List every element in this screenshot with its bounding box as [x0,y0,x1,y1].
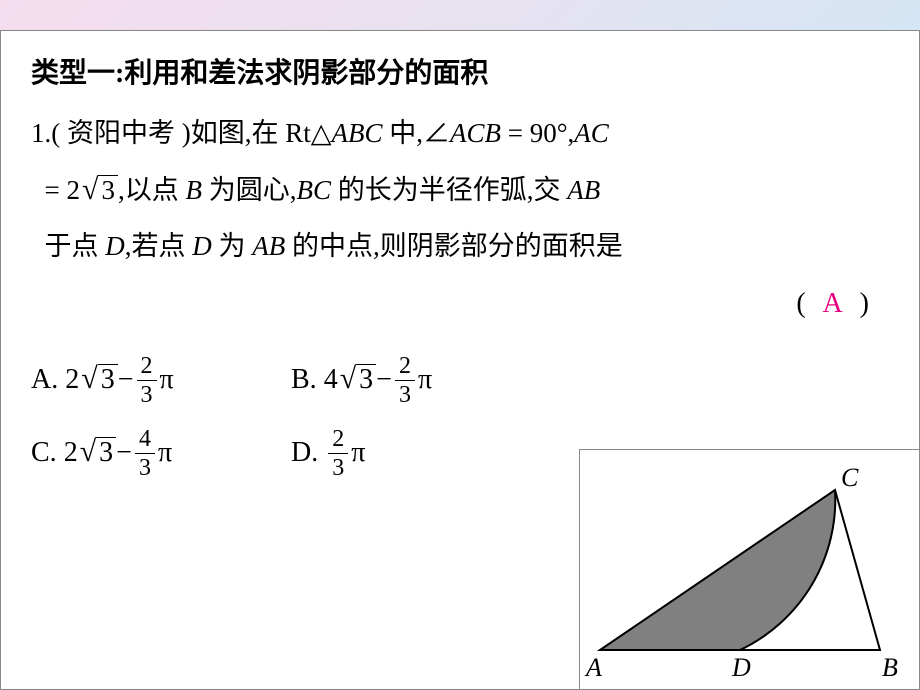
radical-icon: √ [340,364,356,394]
option-label: C. [31,437,57,469]
sqrt-value: 3 [98,364,118,396]
sqrt-value: 3 [356,364,376,396]
fraction: 23 [328,427,348,480]
problem-statement: 1.( 资阳中考 )如图,在 Rt△ABC 中,∠ACB = 90°,AC = … [31,105,889,334]
operator: − [376,364,392,396]
sqrt-expr: √3 [80,437,116,469]
var-ab: AB [567,175,600,205]
coef: 2 [64,437,78,469]
sqrt-expr: √3 [340,364,376,396]
text-segment: ,若点 [125,231,193,261]
coef: 4 [324,364,338,396]
option-d: D. 23π [291,427,551,480]
text-segment: 中,∠ [383,118,451,148]
radical-icon: √ [80,437,96,467]
text-segment: 为 [212,231,253,261]
var-ac: AC [574,118,609,148]
pi: π [158,437,172,469]
var-acb: ACB [450,118,501,148]
pi: π [160,364,174,396]
pi: π [351,437,365,469]
radical-icon: √ [81,364,97,394]
option-a: A. 2√3 − 23π [31,354,291,407]
svg-text:B: B [882,653,898,682]
correct-answer: A [813,275,853,334]
option-label: D. [291,437,318,469]
radical-icon: √ [82,175,98,205]
svg-text:A: A [584,653,602,682]
slide-content: 类型一:利用和差法求阴影部分的面积 1.( 资阳中考 )如图,在 Rt△ABC … [0,30,920,690]
var-abc: ABC [332,118,383,148]
var-b: B [185,175,202,205]
section-heading: 类型一:利用和差法求阴影部分的面积 [31,51,889,91]
paren-left: ( [796,288,805,319]
numerator: 2 [328,427,348,453]
svg-text:D: D [731,653,751,682]
text-segment: 为圆心, [202,175,297,205]
fraction: 23 [395,354,415,407]
figure-svg: A B C D [580,450,920,690]
sqrt-expr: √3 [81,364,117,396]
denominator: 3 [137,380,157,407]
option-c: C. 2√3 − 43π [31,427,291,480]
fraction: 23 [137,354,157,407]
var-bc: BC [296,175,331,205]
sqrt-value: 3 [96,437,116,469]
svg-text:C: C [841,463,859,492]
operator: − [116,437,132,469]
text-segment: ,以点 [118,175,186,205]
text-segment: = 90°, [501,118,574,148]
numerator: 2 [395,354,415,380]
sqrt-expr: √3 [82,175,118,206]
text-segment: 如图,在 Rt△ [191,118,332,148]
option-b: B. 4√3 − 23π [291,354,551,407]
text-segment: 的中点,则阴影部分的面积是 [285,231,623,261]
var-ab2: AB [252,231,285,261]
options-row-1: A. 2√3 − 23π B. 4√3 − 23π [31,354,889,407]
var-d2: D [192,231,212,261]
text-segment: 的长为半径作弧,交 [331,175,567,205]
numerator: 4 [135,427,155,453]
paren-right: ) [860,288,869,319]
problem-source: 1.( 资阳中考 ) [31,118,191,148]
denominator: 3 [395,380,415,407]
numerator: 2 [137,354,157,380]
geometry-figure: A B C D [579,449,919,689]
sqrt-value: 3 [98,175,118,206]
pi: π [418,364,432,396]
text-segment: 于点 [45,231,106,261]
text-segment: = 2 [45,175,80,205]
denominator: 3 [135,453,155,480]
operator: − [118,364,134,396]
option-label: B. [291,364,317,396]
denominator: 3 [328,453,348,480]
answer-bracket: ( A ) [796,275,869,334]
fraction: 43 [135,427,155,480]
var-d: D [105,231,125,261]
option-label: A. [31,364,58,396]
coef: 2 [65,364,79,396]
